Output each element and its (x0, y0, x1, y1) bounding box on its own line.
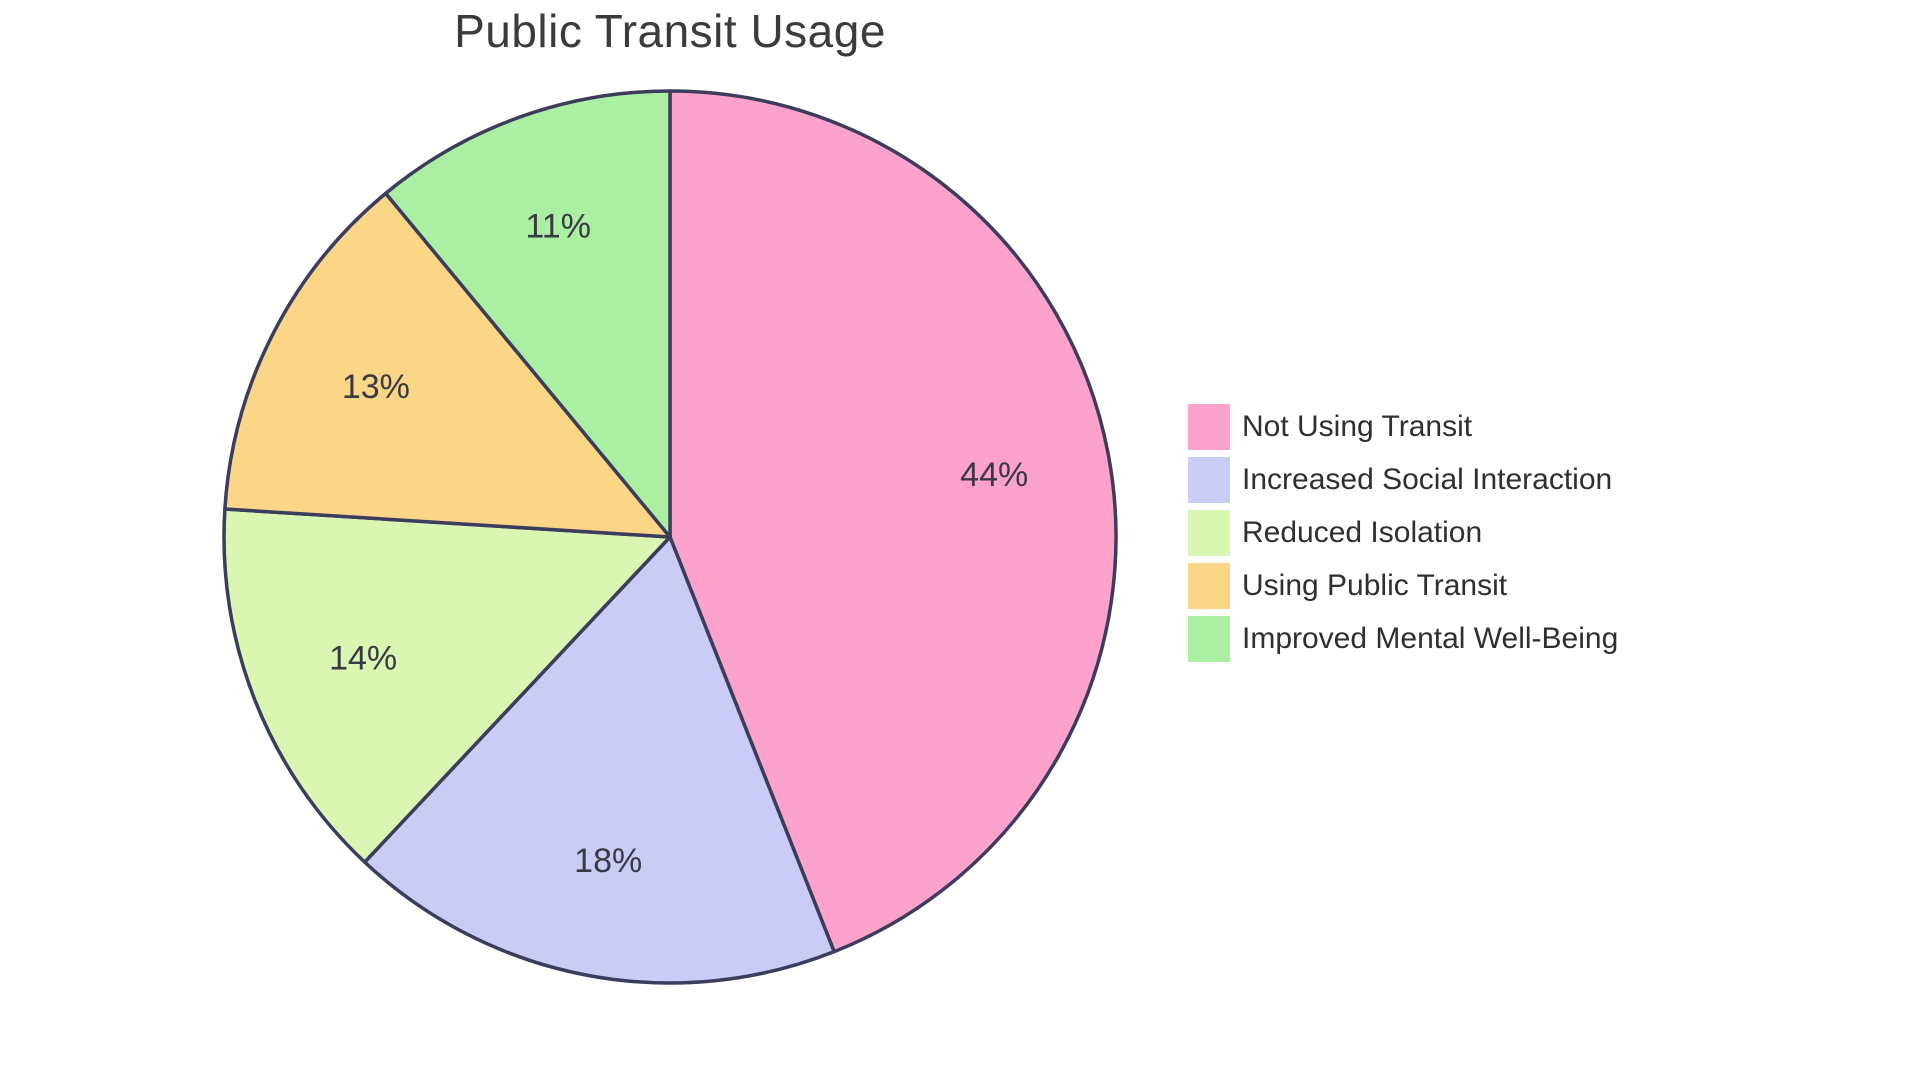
legend-item-reduced-isolation: Reduced Isolation (1188, 510, 1618, 556)
pie-value-label-reduced-isolation: 14% (329, 640, 397, 678)
pie-slice-reduced-isolation (222, 507, 672, 864)
pie-slice-improved-mental-well-being (383, 89, 672, 539)
pie-value-label-increased-social-interaction: 18% (574, 842, 642, 880)
legend-label-using-public-transit: Using Public Transit (1242, 569, 1508, 602)
pie-value-label-not-using-transit: 44% (960, 456, 1028, 494)
pie-slice-not-using-transit (668, 89, 1118, 954)
legend-item-not-using-transit: Not Using Transit (1188, 404, 1618, 450)
pie-value-label-improved-mental-well-being: 11% (525, 208, 591, 246)
legend-item-increased-social-interaction: Increased Social Interaction (1188, 457, 1618, 503)
pie-slice-using-public-transit (223, 191, 672, 539)
pie-value-label-using-public-transit: 13% (342, 368, 410, 406)
legend-swatch-not-using-transit (1188, 404, 1230, 450)
pie-slice-increased-social-interaction (362, 535, 836, 985)
legend-item-improved-mental-well-being: Improved Mental Well-Being (1188, 616, 1618, 662)
legend-item-using-public-transit: Using Public Transit (1188, 563, 1618, 609)
legend-swatch-increased-social-interaction (1188, 457, 1230, 503)
legend-swatch-using-public-transit (1188, 563, 1230, 609)
legend-label-not-using-transit: Not Using Transit (1242, 410, 1473, 443)
legend-label-increased-social-interaction: Increased Social Interaction (1242, 463, 1613, 496)
legend-label-improved-mental-well-being: Improved Mental Well-Being (1242, 622, 1619, 655)
legend-label-reduced-isolation: Reduced Isolation (1242, 516, 1483, 549)
legend-swatch-reduced-isolation (1188, 510, 1230, 556)
chart-title: Public Transit Usage (454, 5, 886, 57)
legend: Not Using Transit Increased Social Intera… (1188, 404, 1618, 669)
legend-swatch-improved-mental-well-being (1188, 616, 1230, 662)
